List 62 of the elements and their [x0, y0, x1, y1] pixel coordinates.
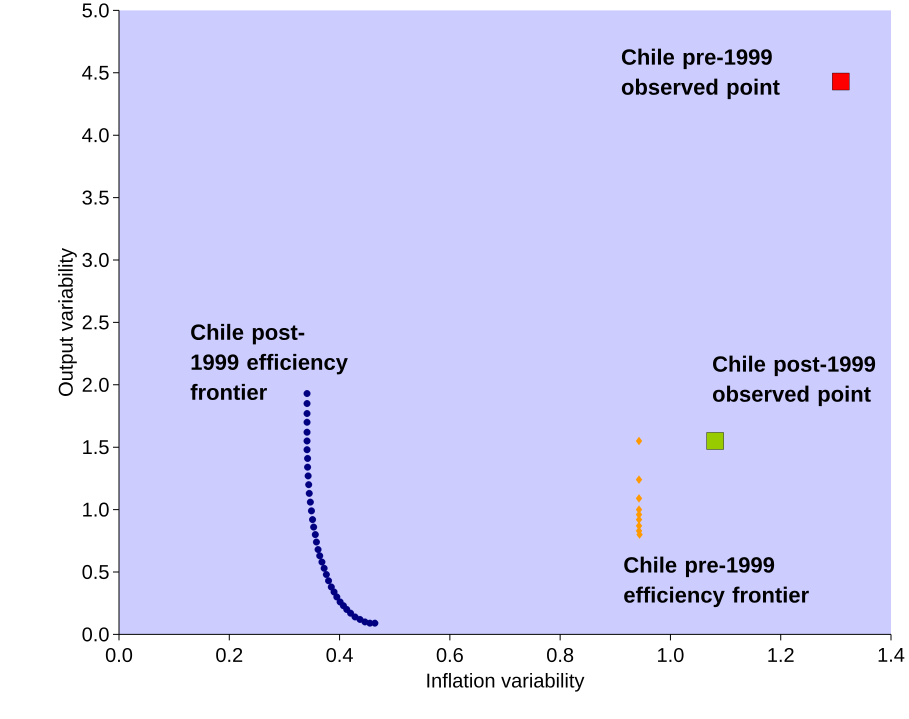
y-tick-label: 2.0 [82, 378, 109, 392]
annotation: Chile pre-1999 efficiency frontier [624, 556, 809, 607]
point [304, 437, 311, 444]
point [636, 494, 642, 502]
point [347, 609, 354, 616]
point [356, 616, 364, 623]
point [312, 538, 320, 546]
point [322, 570, 330, 578]
point [352, 613, 359, 620]
point [371, 619, 378, 626]
point [304, 454, 312, 462]
point [328, 583, 335, 590]
point [343, 606, 350, 613]
annotation: Chile post-1999 observed point [712, 355, 876, 406]
y-tick-label: 3.5 [82, 190, 109, 204]
point [305, 480, 312, 488]
point [706, 432, 724, 450]
point [304, 472, 312, 480]
point [306, 498, 314, 506]
y-tick-label: 3.0 [82, 252, 109, 267]
point [320, 564, 328, 572]
annotation: Chile pre-1999 observed point [622, 48, 780, 99]
point [304, 410, 311, 417]
point [330, 588, 338, 596]
y-tick-label: 4.5 [82, 66, 109, 80]
y-tick-label: 4.0 [82, 128, 109, 142]
y-tick-label: 1.5 [83, 440, 109, 454]
point [304, 400, 311, 407]
x-tick-label: 0.4 [326, 648, 353, 662]
point [325, 577, 332, 584]
point [309, 516, 316, 523]
point [304, 428, 311, 436]
x-tick-label: 1.0 [658, 648, 684, 662]
point [333, 593, 340, 600]
x-tick-label: 0.6 [436, 648, 463, 662]
y-tick-label: 2.5 [82, 315, 109, 330]
y-tick-label: 1.0 [83, 502, 109, 516]
annotation: Chile post-1999 efficiency frontier [190, 324, 348, 400]
point [304, 446, 311, 453]
point [310, 523, 318, 530]
x-tick-label: 1.2 [768, 648, 794, 662]
point [304, 390, 311, 397]
point [304, 418, 311, 426]
point [636, 475, 642, 484]
y-tick-label: 0.0 [82, 627, 109, 642]
point [318, 558, 326, 566]
x-axis-title: Inflation variability [427, 672, 584, 692]
x-tick-label: 0.2 [216, 648, 242, 662]
y-tick-label: 0.5 [82, 564, 109, 579]
point [306, 490, 313, 497]
y-tick-label: 5.0 [82, 3, 109, 18]
point [636, 436, 642, 445]
x-tick-label: 0.8 [547, 648, 574, 662]
y-axis-title: Output variability [58, 248, 77, 396]
point [832, 72, 850, 90]
x-tick-label: 1.4 [878, 648, 904, 662]
point [304, 463, 312, 470]
x-tick-label: 0.0 [106, 648, 132, 662]
point [314, 546, 322, 553]
point [308, 507, 315, 514]
point [312, 530, 319, 538]
point [316, 552, 324, 560]
